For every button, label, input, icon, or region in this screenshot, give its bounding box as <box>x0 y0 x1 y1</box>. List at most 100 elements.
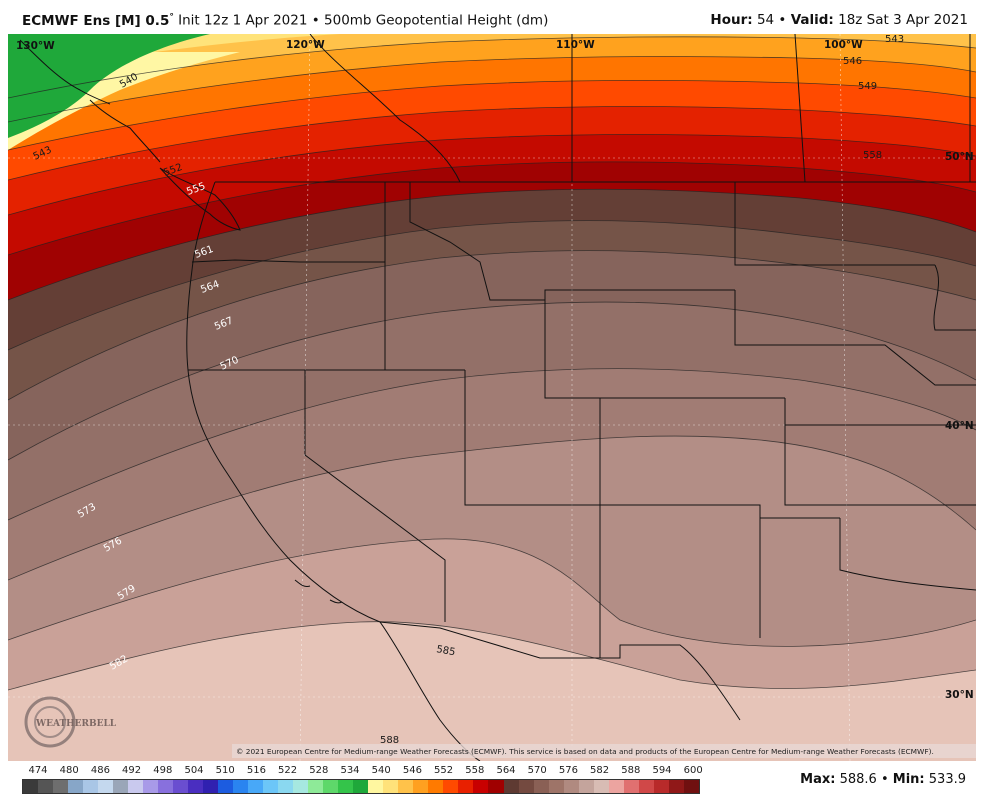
scale-swatch <box>83 780 99 793</box>
scale-swatch <box>653 780 669 793</box>
scale-label: 540 <box>371 765 391 776</box>
scale-label: 564 <box>496 765 516 776</box>
contour-label: 588 <box>380 735 399 746</box>
scale-swatch <box>353 780 369 793</box>
scale-swatch <box>23 780 39 793</box>
scale-swatch <box>608 780 624 793</box>
map-title: ECMWF Ens [M] 0.5° Init 12z 1 Apr 2021 •… <box>22 12 549 29</box>
scale-label: 546 <box>402 765 422 776</box>
scale-label: 588 <box>621 765 641 776</box>
scale-label: 480 <box>59 765 79 776</box>
scale-label: 582 <box>590 765 610 776</box>
scale-swatch <box>323 780 339 793</box>
scale-swatch <box>398 780 414 793</box>
scale-swatch <box>113 780 129 793</box>
scale-label: 576 <box>558 765 578 776</box>
scale-label: 510 <box>215 765 235 776</box>
scale-swatch <box>563 780 579 793</box>
scale-label: 492 <box>122 765 142 776</box>
scale-swatch <box>263 780 279 793</box>
map-header: ECMWF Ens [M] 0.5° Init 12z 1 Apr 2021 •… <box>0 0 984 34</box>
color-scale-bar <box>22 779 700 794</box>
scale-swatch <box>503 780 519 793</box>
scale-swatch <box>233 780 249 793</box>
coastline-islands <box>19 39 343 604</box>
contour-label: 585 <box>435 644 456 658</box>
scale-swatch <box>308 780 324 793</box>
scale-swatch <box>593 780 609 793</box>
political-borders <box>186 34 976 761</box>
weatherbell-logo: WEATHERBELL <box>24 696 117 748</box>
max-value: 588.6 <box>839 772 877 787</box>
scale-swatch <box>53 780 69 793</box>
scale-swatch <box>413 780 429 793</box>
lat-label: 50°N <box>945 151 974 163</box>
scale-label: 528 <box>309 765 329 776</box>
scale-swatch <box>248 780 264 793</box>
contour-label: 558 <box>863 150 882 161</box>
scale-label: 594 <box>652 765 672 776</box>
scale-label: 498 <box>153 765 173 776</box>
lon-label: 100°W <box>824 39 863 51</box>
weather-map[interactable]: 540 543 543 546 549 552 555 558 561 564 … <box>8 34 976 761</box>
scale-swatch <box>683 780 699 793</box>
scale-label: 552 <box>434 765 454 776</box>
product-name: 500mb Geopotential Height (dm) <box>324 12 549 29</box>
scale-swatch <box>68 780 84 793</box>
lat-label: 30°N <box>945 689 974 701</box>
scale-label: 474 <box>28 765 48 776</box>
scale-swatch <box>98 780 114 793</box>
scale-label: 522 <box>278 765 298 776</box>
contour-label: 546 <box>843 56 862 67</box>
contour-lines <box>8 36 976 691</box>
scale-label: 504 <box>184 765 204 776</box>
scale-swatch <box>278 780 294 793</box>
scale-label: 600 <box>683 765 703 776</box>
lon-label: 130°W <box>16 40 55 52</box>
scale-swatch <box>203 780 219 793</box>
scale-swatch <box>638 780 654 793</box>
scale-swatch <box>473 780 489 793</box>
contour-label: 543 <box>885 34 904 45</box>
init-time: Init 12z 1 Apr 2021 <box>178 12 308 29</box>
scale-swatch <box>128 780 144 793</box>
model-name: ECMWF Ens [M] 0.5° <box>22 12 174 29</box>
scale-label: 534 <box>340 765 360 776</box>
scale-swatch <box>458 780 474 793</box>
scale-swatch <box>578 780 594 793</box>
valid-info: Hour: 54 • Valid: 18z Sat 3 Apr 2021 <box>710 12 968 28</box>
valid-time: 18z Sat 3 Apr 2021 <box>838 12 968 28</box>
scale-swatch <box>218 780 234 793</box>
scale-swatch <box>623 780 639 793</box>
scale-swatch <box>548 780 564 793</box>
scale-swatch <box>173 780 189 793</box>
scale-swatch <box>188 780 204 793</box>
scale-swatch <box>38 780 54 793</box>
lon-label: 120°W <box>286 39 325 51</box>
forecast-hour: 54 <box>756 12 775 28</box>
max-min-readout: Max: 588.6 • Min: 533.9 <box>800 772 966 787</box>
scale-swatch <box>518 780 534 793</box>
scale-swatch <box>428 780 444 793</box>
scale-swatch <box>338 780 354 793</box>
scale-swatch <box>293 780 309 793</box>
lat-label: 40°N <box>945 420 974 432</box>
svg-text:WEATHERBELL: WEATHERBELL <box>35 719 117 729</box>
scale-swatch <box>143 780 159 793</box>
scale-swatch <box>533 780 549 793</box>
copyright-text: © 2021 European Centre for Medium-range … <box>236 747 934 756</box>
scale-label: 558 <box>465 765 485 776</box>
height-band-546 <box>8 34 976 98</box>
scale-swatch <box>668 780 684 793</box>
graticule-labels: 130°W 120°W 110°W 100°W 50°N 40°N 30°N <box>16 39 974 701</box>
scale-swatch <box>443 780 459 793</box>
scale-label: 516 <box>246 765 266 776</box>
scale-swatch <box>158 780 174 793</box>
scale-label: 570 <box>527 765 547 776</box>
scale-swatch <box>383 780 399 793</box>
scale-swatch <box>488 780 504 793</box>
contour-label: 549 <box>858 81 877 92</box>
color-scale-footer: 474 480 486 492 498 504 510 516 522 528 534 540 546 5… <box>0 761 984 808</box>
min-value: 533.9 <box>928 772 966 787</box>
scale-label: 486 <box>90 765 110 776</box>
